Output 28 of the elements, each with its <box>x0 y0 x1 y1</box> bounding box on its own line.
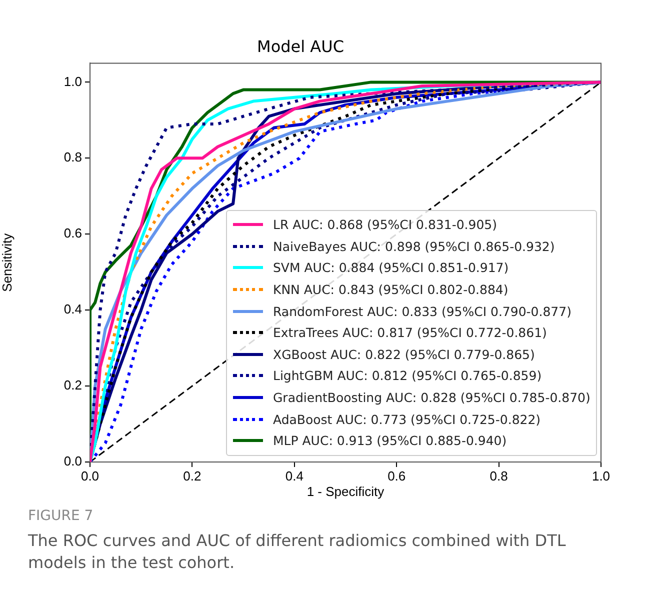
legend-label: MLP AUC: 0.913 (95%CI 0.885-0.940) <box>273 433 507 448</box>
y-tick-label: 0.2 <box>64 378 82 393</box>
y-axis-title: Sensitivity <box>0 232 14 292</box>
legend-label: NaiveBayes AUC: 0.898 (95%CI 0.865-0.932) <box>273 238 555 254</box>
x-tick-label: 0.6 <box>388 468 406 484</box>
caption: FIGURE 7 <box>28 508 94 524</box>
y-tick-label: 1.0 <box>64 74 82 89</box>
legend-label: LR AUC: 0.868 (95%CI 0.831-0.905) <box>273 217 497 232</box>
y-tick-label: 0.6 <box>64 226 82 241</box>
legend-label: RandomForest AUC: 0.833 (95%CI 0.790-0.877) <box>273 304 572 319</box>
legend-label: LightGBM AUC: 0.812 (95%CI 0.765-0.859) <box>273 368 542 384</box>
x-tick-label: 1.0 <box>592 468 610 484</box>
legend-label: GradientBoosting AUC: 0.828 (95%CI 0.785-0.870) <box>273 390 590 406</box>
chart-title: Model AUC <box>257 36 344 56</box>
x-tick-label: 0.4 <box>285 468 304 484</box>
x-tick-label: 0.8 <box>490 468 508 484</box>
y-tick-label: 0.4 <box>64 302 82 317</box>
legend-label: KNN AUC: 0.843 (95%CI 0.802-0.884) <box>273 282 508 298</box>
x-tick-label: 0.0 <box>80 468 100 484</box>
legend-label: ExtraTrees AUC: 0.817 (95%CI 0.772-0.861) <box>273 325 547 340</box>
x-tick-label: 0.2 <box>183 468 202 484</box>
y-tick-label: 0.0 <box>64 454 82 469</box>
text: The ROC curves and AUC of different radiomics combined with DTL models in the test cohort. <box>28 530 567 574</box>
x-axis-title: 1 - Specificity <box>306 484 385 499</box>
y-tick-label: 0.8 <box>64 150 82 165</box>
legend-label: SVM AUC: 0.884 (95%CI 0.851-0.917) <box>273 260 509 276</box>
legend-label: AdaBoost AUC: 0.773 (95%CI 0.725-0.822) <box>273 412 541 427</box>
legend-label: XGBoost AUC: 0.822 (95%CI 0.779-0.865) <box>273 346 535 362</box>
